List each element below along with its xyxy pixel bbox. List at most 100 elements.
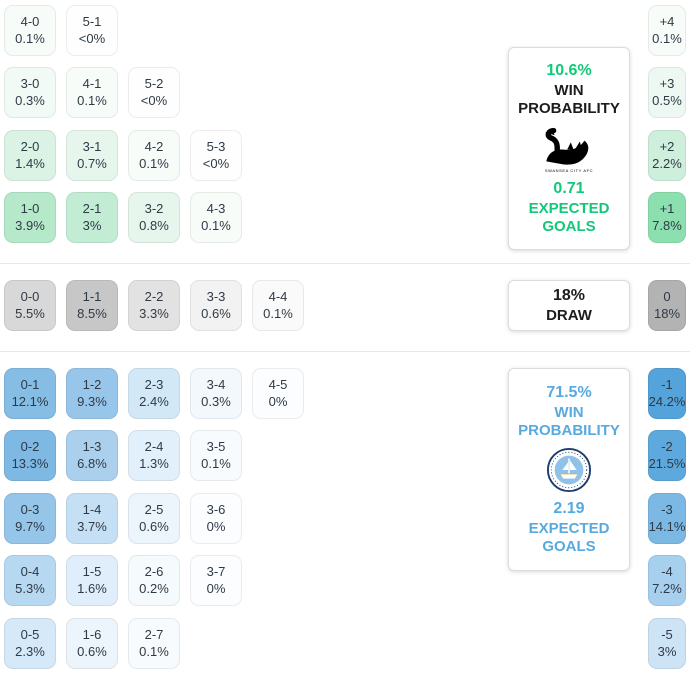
goal-diff: -4 bbox=[661, 564, 673, 579]
scoreline-cell: 1-5 1.6% bbox=[66, 555, 118, 606]
scoreline-probability: 0.1% bbox=[15, 31, 45, 46]
scoreline-probability: 0.6% bbox=[77, 644, 107, 659]
goal-diff-cell: -2 21.5% bbox=[648, 430, 686, 481]
expected-goals-label: EXPECTED GOALS bbox=[528, 519, 610, 555]
away-win-summary-card: 71.5% WIN PROBABILITY 2.19 EXPECTED GOAL… bbox=[508, 368, 630, 571]
goal-diff-cell: +2 2.2% bbox=[648, 130, 686, 181]
scoreline: 2-7 bbox=[144, 627, 164, 642]
scoreline: 1-5 bbox=[82, 564, 102, 579]
scoreline: 4-1 bbox=[82, 76, 102, 91]
scoreline-cell: 2-6 0.2% bbox=[128, 555, 180, 606]
scoreline: 2-2 bbox=[144, 289, 164, 304]
goal-diff-probability: 7.8% bbox=[652, 218, 682, 233]
goal-diff: -3 bbox=[661, 502, 673, 517]
scoreline: 3-2 bbox=[144, 201, 164, 216]
goal-diff-probability: 2.2% bbox=[652, 156, 682, 171]
goal-diff-cell: +4 0.1% bbox=[648, 5, 686, 56]
scoreline-probability: 0.1% bbox=[201, 456, 231, 471]
scoreline-probability: 13.3% bbox=[11, 456, 49, 471]
scoreline: 3-6 bbox=[206, 502, 226, 517]
goal-diff-cell: -5 3% bbox=[648, 618, 686, 669]
expected-goals-label: EXPECTED GOALS bbox=[528, 199, 610, 235]
goal-diff-cell: -3 14.1% bbox=[648, 493, 686, 544]
scoreline: 2-3 bbox=[144, 377, 164, 392]
scoreline: 4-0 bbox=[20, 14, 40, 29]
scoreline-probability: 2.4% bbox=[139, 394, 169, 409]
scoreline: 2-0 bbox=[20, 139, 40, 154]
goal-diff: +4 bbox=[659, 14, 675, 29]
scoreline: 1-2 bbox=[82, 377, 102, 392]
scoreline-probability: 0.1% bbox=[201, 218, 231, 233]
scoreline-cell: 2-5 0.6% bbox=[128, 493, 180, 544]
goal-diff-probability: 24.2% bbox=[648, 394, 686, 409]
scoreline-cell: 3-1 0.7% bbox=[66, 130, 118, 181]
scoreline-cell: 5-3 <0% bbox=[190, 130, 242, 181]
scoreline-cell: 1-1 8.5% bbox=[66, 280, 118, 331]
scoreline-cell: 2-1 3% bbox=[66, 192, 118, 243]
away-scoreline-row-1: 0-1 12.1% 1-2 9.3% 2-3 2.4% 3-4 0.3% 4-5… bbox=[4, 368, 304, 419]
scoreline-probability: 3.9% bbox=[15, 218, 45, 233]
draw-summary-card: 18% DRAW bbox=[508, 280, 630, 331]
goal-diff-cell: -4 7.2% bbox=[648, 555, 686, 606]
away-scoreline-row-3: 0-3 9.7% 1-4 3.7% 2-5 0.6% 3-6 0% bbox=[4, 493, 242, 544]
goal-diff-probability: 3% bbox=[657, 644, 677, 659]
scoreline-cell: 4-1 0.1% bbox=[66, 67, 118, 118]
scoreline-cell: 1-0 3.9% bbox=[4, 192, 56, 243]
scoreline: 1-6 bbox=[82, 627, 102, 642]
swansea-badge: SWANSEA CITY AFC bbox=[540, 125, 598, 173]
home-scoreline-row-4: 1-0 3.9% 2-1 3% 3-2 0.8% 4-3 0.1% bbox=[4, 192, 242, 243]
away-scoreline-row-4: 0-4 5.3% 1-5 1.6% 2-6 0.2% 3-7 0% bbox=[4, 555, 242, 606]
scoreline-cell: 4-2 0.1% bbox=[128, 130, 180, 181]
scoreline: 0-4 bbox=[20, 564, 40, 579]
scoreline: 0-2 bbox=[20, 439, 40, 454]
section-divider bbox=[0, 263, 690, 264]
goal-diff-cell: 0 18% bbox=[648, 280, 686, 331]
win-probability-label: WIN PROBABILITY bbox=[518, 81, 620, 117]
swansea-badge-text: SWANSEA CITY AFC bbox=[544, 167, 594, 173]
scoreline-cell: 3-7 0% bbox=[190, 555, 242, 606]
scoreline-cell: 3-3 0.6% bbox=[190, 280, 242, 331]
section-divider bbox=[0, 351, 690, 352]
scoreline: 1-4 bbox=[82, 502, 102, 517]
scoreline-cell: 4-0 0.1% bbox=[4, 5, 56, 56]
scoreline-probability: 6.8% bbox=[77, 456, 107, 471]
scoreline: 5-1 bbox=[82, 14, 102, 29]
scoreline-probability: 0.1% bbox=[139, 644, 169, 659]
goal-diff: 0 bbox=[663, 289, 671, 304]
scoreline-probability: 1.6% bbox=[77, 581, 107, 596]
goal-diff-probability: 0.5% bbox=[652, 93, 682, 108]
goal-diff: +3 bbox=[659, 76, 675, 91]
scoreline: 2-6 bbox=[144, 564, 164, 579]
scoreline: 4-2 bbox=[144, 139, 164, 154]
scoreline-probability: 8.5% bbox=[77, 306, 107, 321]
scoreline: 3-0 bbox=[20, 76, 40, 91]
scoreline-probability: <0% bbox=[78, 31, 106, 46]
scoreline-probability: 3.7% bbox=[77, 519, 107, 534]
scoreline-cell: 4-4 0.1% bbox=[252, 280, 304, 331]
scoreline-cell: 3-4 0.3% bbox=[190, 368, 242, 419]
goal-diff-cell: -1 24.2% bbox=[648, 368, 686, 419]
scoreline: 4-4 bbox=[268, 289, 288, 304]
scoreline: 1-1 bbox=[82, 289, 102, 304]
scoreline-probability: 3.3% bbox=[139, 306, 169, 321]
expected-goals-value: 0.71 bbox=[553, 179, 585, 197]
win-probability-value: 10.6% bbox=[546, 61, 592, 79]
scoreline-probability: 0.3% bbox=[201, 394, 231, 409]
man-city-badge-icon bbox=[546, 447, 592, 492]
scoreline: 0-5 bbox=[20, 627, 40, 642]
scoreline-probability: 0% bbox=[268, 394, 288, 409]
scoreline: 3-4 bbox=[206, 377, 226, 392]
goal-diff-probability: 14.1% bbox=[648, 519, 686, 534]
scoreline-probability: 3% bbox=[82, 218, 102, 233]
scoreline: 3-3 bbox=[206, 289, 226, 304]
scoreline-cell: 1-4 3.7% bbox=[66, 493, 118, 544]
goal-diff-probability: 21.5% bbox=[648, 456, 686, 471]
away-scoreline-row-2: 0-2 13.3% 1-3 6.8% 2-4 1.3% 3-5 0.1% bbox=[4, 430, 242, 481]
goal-diff: -2 bbox=[661, 439, 673, 454]
scoreline-probability: 1.3% bbox=[139, 456, 169, 471]
scoreline-probability: 0.3% bbox=[15, 93, 45, 108]
scoreline-probability: 9.3% bbox=[77, 394, 107, 409]
scoreline-probability: 0.1% bbox=[263, 306, 293, 321]
scoreline-cell: 2-2 3.3% bbox=[128, 280, 180, 331]
scoreline-cell: 3-0 0.3% bbox=[4, 67, 56, 118]
